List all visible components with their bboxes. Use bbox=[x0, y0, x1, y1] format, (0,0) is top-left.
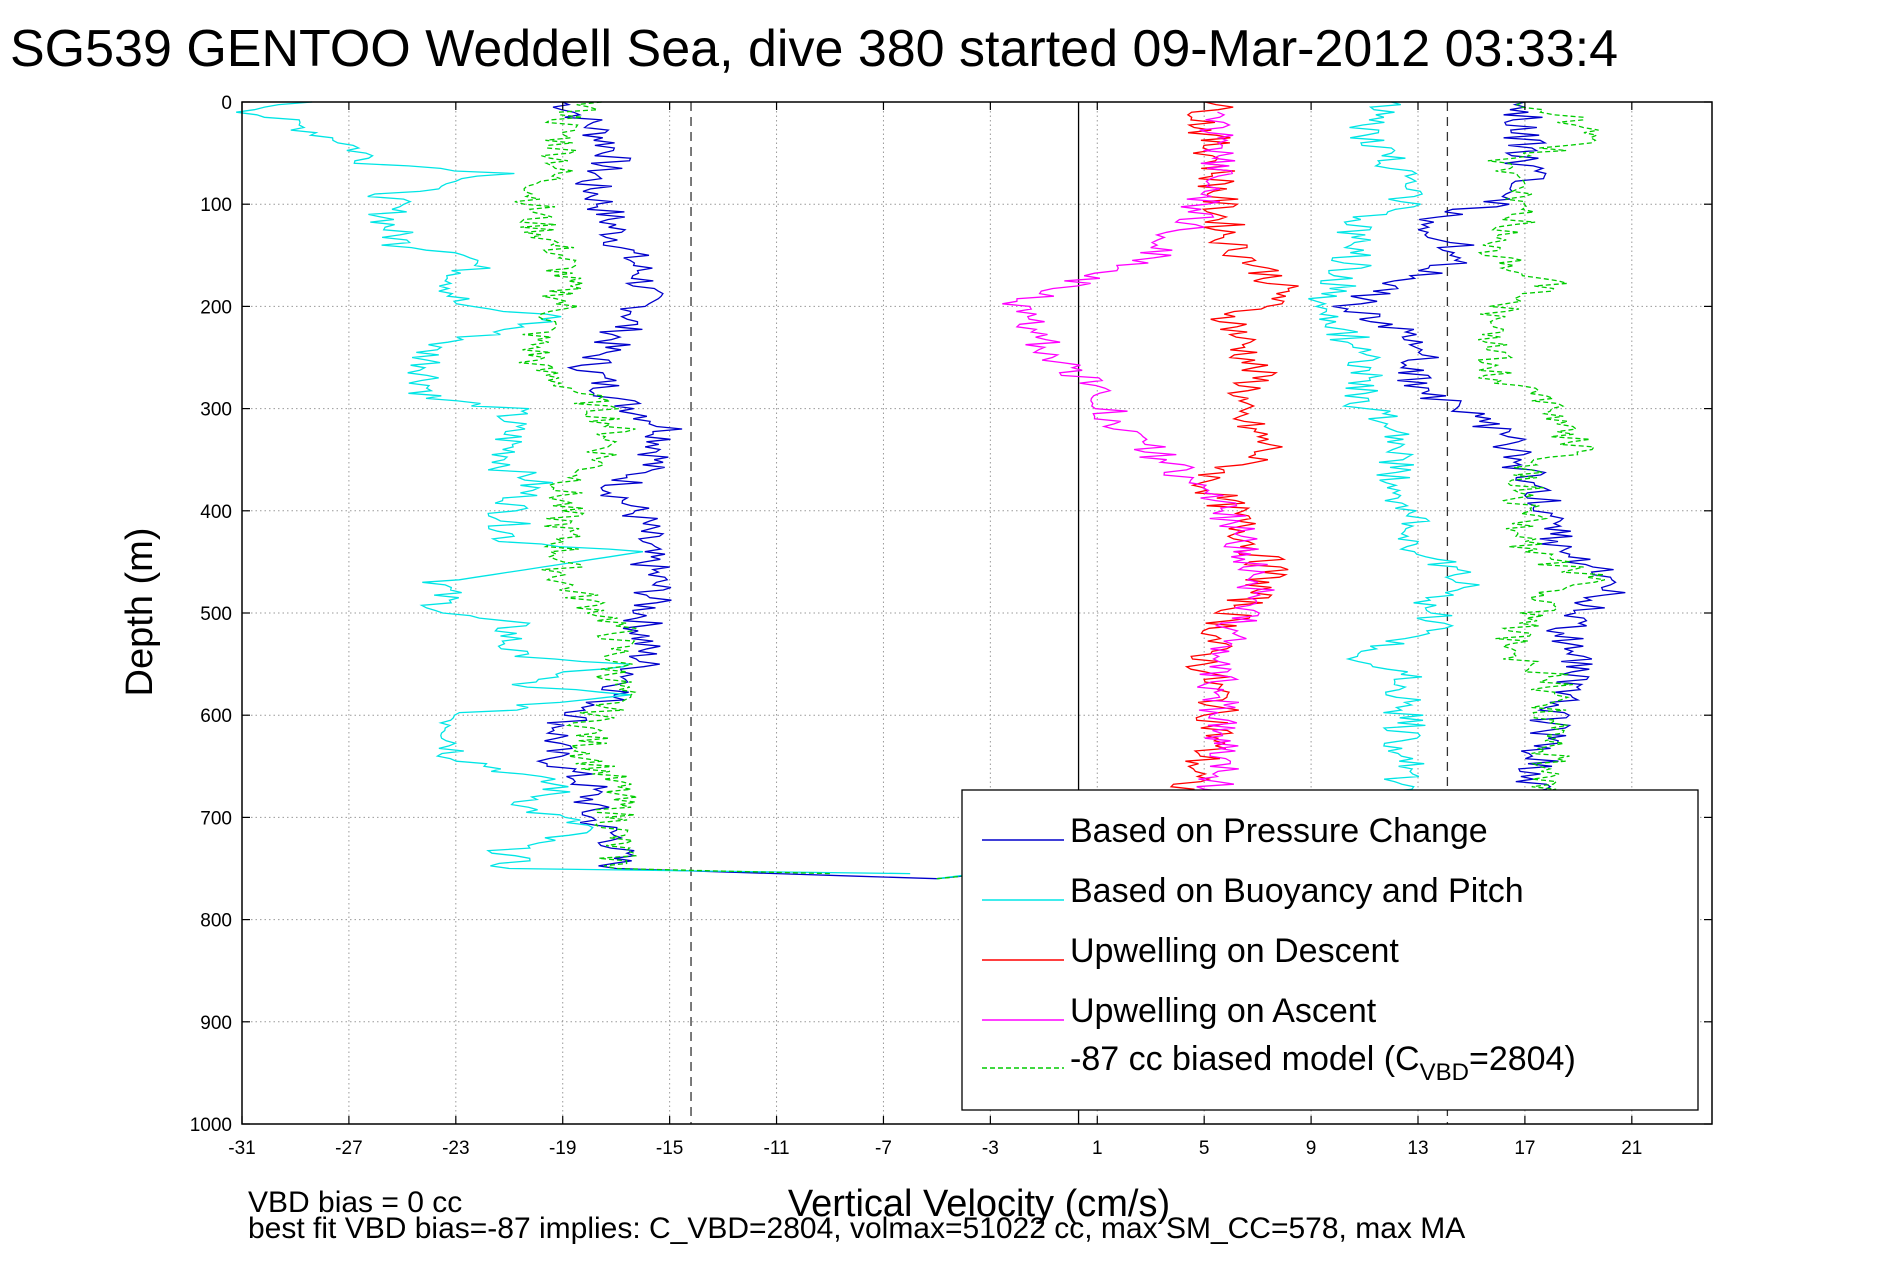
x-tick-label: 1 bbox=[1092, 1138, 1103, 1159]
y-tick-label: 300 bbox=[200, 400, 232, 421]
x-tick-label: 5 bbox=[1199, 1138, 1210, 1159]
legend-label-suffix: =2804) bbox=[1469, 1040, 1576, 1078]
x-tick-label: 17 bbox=[1514, 1138, 1535, 1159]
y-tick-label: 100 bbox=[200, 195, 232, 216]
x-tick-label: -19 bbox=[549, 1138, 576, 1159]
series-line-upwelling_ascent bbox=[1002, 111, 1275, 798]
x-axis-label: Vertical Velocity (cm/s) bbox=[788, 1183, 1170, 1225]
x-ticks: -31 -27 -23 -19 -15 -11 -7 -3 1 5 9 13 17 21 bbox=[228, 102, 1642, 1159]
footer-best-fit: best fit VBD bias=-87 implies: C_VBD=280… bbox=[248, 1212, 1465, 1245]
x-tick-label: 9 bbox=[1306, 1138, 1317, 1159]
y-tick-label: 700 bbox=[200, 808, 232, 829]
legend-label-text: Based on Pressure Change bbox=[1070, 812, 1488, 850]
y-tick-label: 1000 bbox=[190, 1115, 232, 1136]
x-tick-label: -31 bbox=[228, 1138, 255, 1159]
y-axis-label: Depth (m) bbox=[119, 528, 161, 697]
x-tick-label: -27 bbox=[335, 1138, 362, 1159]
legend-label-subscript: VBD bbox=[1420, 1059, 1469, 1086]
y-tick-label: 500 bbox=[200, 604, 232, 625]
series-group bbox=[236, 101, 1626, 880]
series-line-model_ascent bbox=[936, 101, 1606, 880]
chart-title: SG539 GENTOO Weddell Sea, dive 380 start… bbox=[10, 20, 1618, 78]
legend-label: Upwelling on Ascent bbox=[1070, 992, 1377, 1030]
x-tick-label: 13 bbox=[1407, 1138, 1428, 1159]
y-tick-label: 800 bbox=[200, 911, 232, 932]
legend-label: Based on Pressure Change bbox=[1070, 812, 1488, 850]
legend-label: Based on Buoyancy and Pitch bbox=[1070, 872, 1524, 910]
series-line-buoyancy_ascent bbox=[936, 101, 1480, 880]
series-line-buoyancy_descent bbox=[236, 101, 911, 875]
legend-label: Upwelling on Descent bbox=[1070, 932, 1399, 970]
y-tick-label: 900 bbox=[200, 1013, 232, 1034]
legend-box bbox=[961, 789, 1699, 1111]
legend-label-text: Upwelling on Ascent bbox=[1070, 992, 1377, 1030]
x-tick-label: 21 bbox=[1621, 1138, 1642, 1159]
y-tick-label: 200 bbox=[200, 297, 232, 318]
x-tick-label: -23 bbox=[442, 1138, 469, 1159]
series-line-model_descent bbox=[514, 101, 831, 875]
legend: Based on Pressure Change Based on Buoyanc… bbox=[961, 789, 1699, 1111]
legend-label-text: Based on Buoyancy and Pitch bbox=[1070, 872, 1524, 910]
y-tick-label: 400 bbox=[200, 502, 232, 523]
y-ticks: 0 100 200 300 400 500 600 700 800 900 1000 bbox=[190, 93, 1712, 1136]
series-line-pressure_descent bbox=[535, 101, 937, 880]
legend-label: -87 cc biased model (CVBD=2804) bbox=[1070, 1040, 1576, 1086]
legend-label-text: Upwelling on Descent bbox=[1070, 932, 1399, 970]
x-tick-label: -11 bbox=[764, 1138, 790, 1159]
series-line-upwelling_descent bbox=[1169, 101, 1299, 798]
footer-vbd-bias: VBD bias = 0 cc bbox=[248, 1186, 462, 1219]
y-tick-label: 0 bbox=[221, 93, 232, 114]
x-tick-label: -7 bbox=[875, 1138, 892, 1159]
y-tick-label: 600 bbox=[200, 706, 232, 727]
x-tick-label: -15 bbox=[656, 1138, 683, 1159]
x-tick-label: -3 bbox=[982, 1138, 999, 1159]
legend-label-text: -87 cc biased model (C bbox=[1070, 1040, 1420, 1078]
